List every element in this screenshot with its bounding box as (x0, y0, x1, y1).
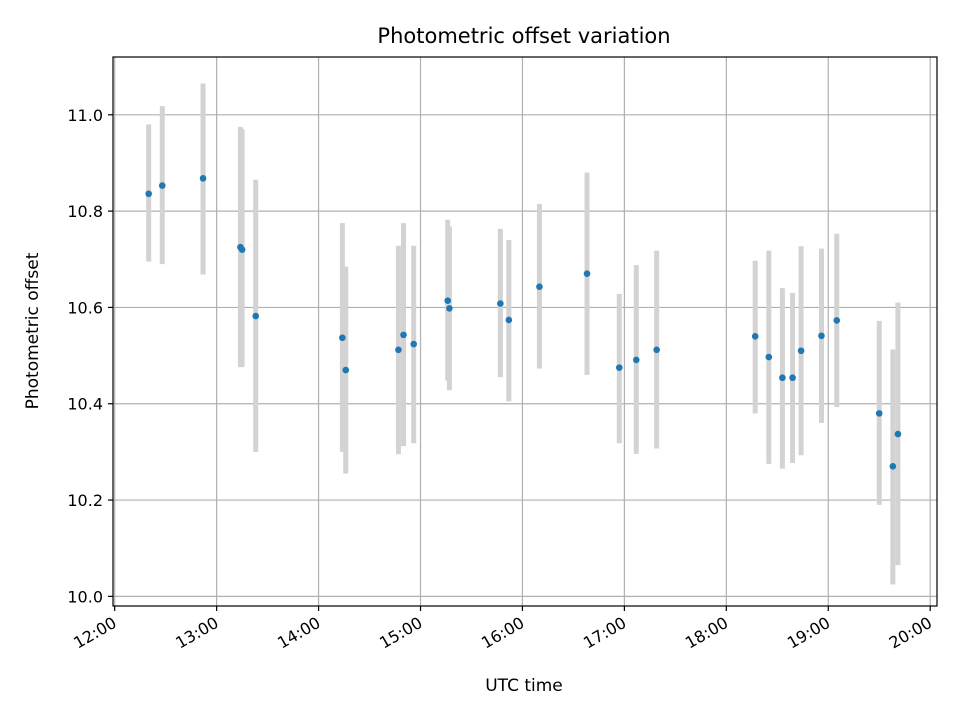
data-point (779, 374, 786, 382)
data-point (497, 300, 504, 307)
data-point (444, 297, 451, 304)
data-point (751, 333, 759, 340)
data-point (789, 374, 796, 382)
data-point (199, 175, 207, 182)
y-tick-label: 11.0 (67, 106, 103, 125)
x-axis-label: UTC time (485, 676, 563, 696)
data-point (395, 346, 402, 354)
data-point (833, 317, 841, 324)
data-point (238, 246, 246, 253)
y-ticks: 10.0 10.2 10.4 10.6 10.8 11.0 (67, 106, 113, 606)
data-point (446, 305, 453, 312)
data-point (536, 283, 543, 291)
data-point (875, 410, 883, 417)
y-tick-label: 10.0 (67, 587, 103, 606)
data-point (145, 190, 152, 198)
chart-title: Photometric offset variation (377, 24, 670, 48)
axes-frame (112, 56, 938, 607)
data-point (797, 347, 805, 355)
data-point (339, 334, 346, 342)
data-point (889, 463, 897, 470)
data-point (410, 340, 418, 348)
data-point (583, 270, 591, 278)
data-point (632, 356, 640, 364)
y-axis-label: Photometric offset (23, 252, 43, 409)
data-point (400, 331, 407, 339)
data-point (252, 312, 260, 320)
data-point (505, 316, 513, 324)
y-tick-label: 10.6 (67, 298, 103, 317)
data-point (342, 366, 350, 374)
data-points (145, 175, 902, 470)
data-point (765, 353, 773, 361)
data-point (158, 182, 166, 189)
data-point (615, 364, 623, 371)
y-tick-label: 10.2 (67, 491, 103, 510)
y-tick-label: 10.4 (67, 395, 103, 414)
data-point (894, 430, 902, 438)
data-point (818, 332, 825, 340)
data-point (653, 346, 660, 354)
y-tick-label: 10.8 (67, 202, 103, 221)
